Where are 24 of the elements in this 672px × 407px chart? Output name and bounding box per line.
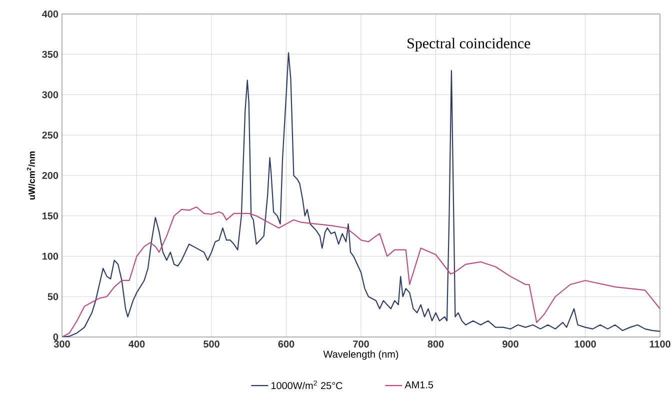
y-tick-label: 300 — [42, 91, 58, 98]
y-tick-label: 50 — [48, 293, 58, 300]
line-series — [62, 52, 660, 337]
y-axis-title: uW/cm$^{2}$/nm — [26, 151, 36, 200]
x-tick-label: 1000 — [574, 340, 596, 348]
x-tick-label: 600 — [278, 340, 294, 348]
y-tick-label: 0 — [53, 333, 58, 341]
x-axis-title: Wavelength (nm) — [323, 350, 398, 360]
legend-label: AM1.5 — [404, 381, 434, 388]
y-tick-label: 150 — [42, 212, 58, 220]
text: Spectral coincidence — [408, 38, 530, 52]
x-tick-label: 500 — [204, 340, 220, 348]
y-tick-label: 350 — [42, 50, 58, 58]
y-tick-label: 250 — [42, 132, 58, 139]
x-tick-label: 300 — [54, 340, 70, 348]
y-tick-label: 200 — [42, 172, 58, 180]
x-tick-label: 900 — [502, 340, 518, 348]
x-tick-label: 700 — [353, 340, 369, 348]
y-tick-label: 400 — [42, 10, 58, 18]
x-tick-label: 400 — [128, 340, 145, 348]
x-tick-label: 1100 — [650, 340, 670, 348]
y-tick-label: 100 — [42, 252, 58, 260]
x-tick-label: 800 — [428, 340, 444, 348]
legend-label: 1000W/m$^{2}$ 25°C — [271, 380, 342, 390]
